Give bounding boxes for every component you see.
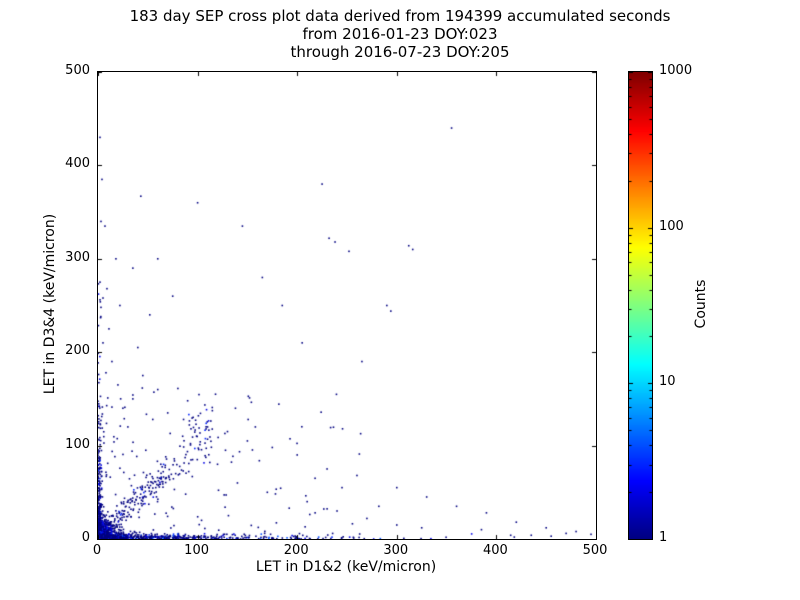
colorbar-tick-label: 10 (659, 374, 676, 390)
y-tick-label: 100 (65, 436, 90, 452)
chart-title: 183 day SEP cross plot data derived from… (129, 7, 671, 25)
x-axis-label: LET in D1&2 (keV/micron) (255, 559, 437, 575)
y-tick-label: 200 (65, 343, 90, 359)
y-axis-label: LET in D3&4 (keV/micron) (42, 213, 58, 395)
chart-subtitle-through: through 2016-07-23 DOY:205 (290, 43, 510, 61)
y-tick-label: 300 (65, 249, 90, 265)
colorbar-tick-label: 1 (659, 530, 668, 545)
x-tick-label: 400 (482, 543, 508, 558)
colorbar-tick-label: 100 (659, 218, 684, 234)
colorbar-label: Counts (693, 279, 709, 329)
y-tick-label: 500 (65, 63, 90, 78)
plot-area (97, 71, 597, 540)
scatter-canvas (98, 72, 596, 539)
chart-subtitle-from: from 2016-01-23 DOY:023 (302, 25, 498, 43)
x-tick-label: 500 (582, 543, 608, 558)
colorbar (628, 71, 653, 540)
colorbar-tick-label: 1000 (659, 63, 693, 78)
x-tick-label: 300 (383, 543, 409, 558)
colorbar-canvas (629, 72, 652, 539)
x-tick-label: 200 (283, 543, 309, 558)
x-tick-label: 100 (184, 543, 210, 558)
y-tick-label: 0 (81, 530, 90, 545)
x-tick-label: 0 (92, 543, 102, 558)
y-tick-label: 400 (65, 156, 90, 172)
